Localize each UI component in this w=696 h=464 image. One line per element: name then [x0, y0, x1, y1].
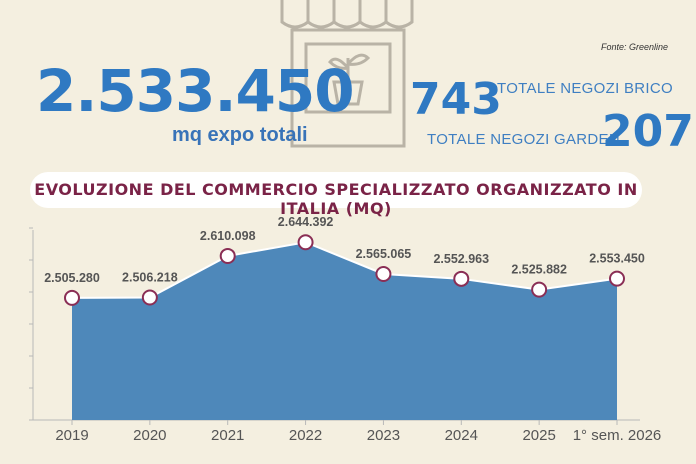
- area-fill: [72, 242, 617, 420]
- x-tick-label: 2024: [445, 427, 478, 444]
- x-tick-label: 2025: [522, 427, 555, 444]
- x-tick-label: 2021: [211, 427, 244, 444]
- data-label: 2.505.280: [44, 271, 100, 285]
- data-label: 2.552.963: [433, 252, 489, 266]
- data-label: 2.644.392: [278, 215, 334, 229]
- total-expo-value: 2.533.450: [36, 57, 355, 125]
- series-line: [71, 241, 618, 299]
- total-expo-caption: mq expo totali: [172, 124, 308, 146]
- chart-title-banner: EVOLUZIONE DEL COMMERCIO SPECIALIZZATO O…: [30, 172, 642, 218]
- data-label: 2.553.450: [589, 252, 645, 266]
- data-point: [64, 289, 80, 306]
- data-point: [609, 270, 625, 287]
- brico-count: 743: [410, 74, 502, 125]
- x-tick-label: 2019: [55, 427, 88, 444]
- x-tick-label: 2022: [289, 427, 322, 444]
- data-point: [297, 234, 314, 251]
- source-note: Fonte: Greenline: [600, 42, 668, 52]
- data-point: [453, 270, 470, 287]
- data-label: 2.565.065: [356, 247, 412, 261]
- garden-count: 207: [602, 106, 694, 157]
- garden-label: TOTALE NEGOZI GARDEN: [427, 131, 620, 148]
- data-label: 2.506.218: [122, 271, 178, 285]
- brico-label: TOTALE NEGOZI BRICO: [497, 80, 674, 97]
- data-point: [219, 247, 236, 264]
- data-label: 2.525.882: [511, 263, 567, 277]
- data-point: [531, 281, 548, 298]
- chart-title: EVOLUZIONE DEL COMMERCIO SPECIALIZZATO O…: [34, 180, 638, 218]
- data-point: [141, 289, 158, 306]
- x-tick-label: 1° sem. 2026: [573, 427, 662, 444]
- data-point: [375, 265, 392, 282]
- x-tick-label: 2020: [133, 427, 166, 444]
- x-tick-label: 2023: [367, 427, 400, 444]
- data-label: 2.610.098: [200, 229, 256, 243]
